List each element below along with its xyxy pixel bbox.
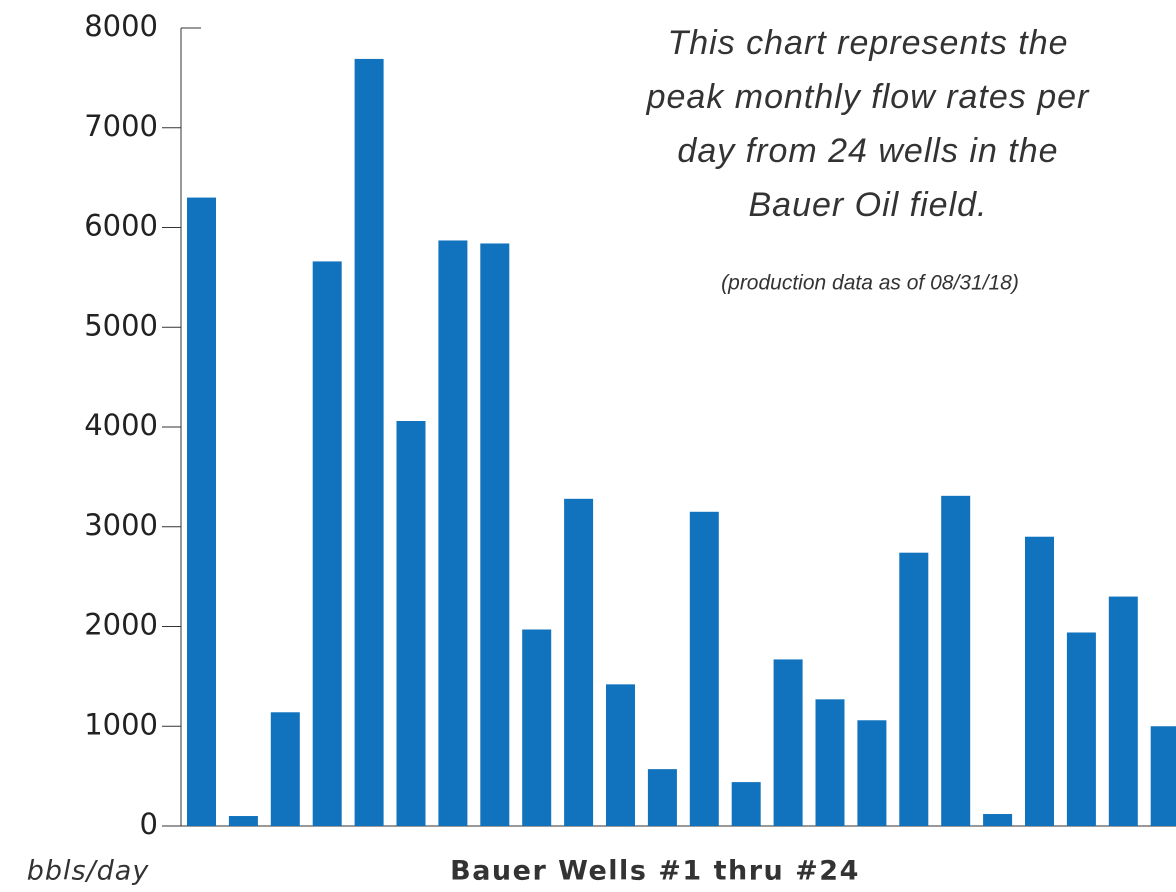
y-tick-label: 7000 xyxy=(84,109,158,143)
y-tick-label: 1000 xyxy=(84,707,158,741)
bar xyxy=(1025,536,1054,826)
bar xyxy=(899,552,929,826)
bar xyxy=(228,816,258,826)
bar xyxy=(522,629,552,826)
y-tick-label: 5000 xyxy=(84,308,158,342)
bar xyxy=(983,814,1013,826)
annotation-line: Bauer Oil field. xyxy=(749,186,988,224)
y-tick-label: 6000 xyxy=(84,209,158,243)
bar xyxy=(187,197,216,826)
bar xyxy=(438,240,468,826)
annotation-note: (production data as of 08/31/18) xyxy=(721,272,1019,295)
bar xyxy=(773,659,803,826)
y-tick-label: 2000 xyxy=(84,608,158,642)
bar xyxy=(606,684,635,826)
bar xyxy=(564,498,594,826)
annotation-line: day from 24 wells in the xyxy=(677,132,1058,170)
y-tick-label: 3000 xyxy=(84,508,158,542)
bar xyxy=(857,720,887,826)
bar xyxy=(1066,632,1096,826)
x-axis-label: Bauer Wells #1 thru #24 xyxy=(450,856,860,887)
y-tick-label: 0 xyxy=(140,807,158,841)
bar xyxy=(396,421,426,826)
bar xyxy=(647,769,677,826)
bar xyxy=(354,58,384,827)
bar xyxy=(815,699,845,826)
bar xyxy=(1150,726,1176,826)
y-tick-label: 8000 xyxy=(84,9,158,43)
bar xyxy=(270,712,300,826)
y-tick-label: 4000 xyxy=(84,408,158,442)
bar xyxy=(480,243,510,826)
annotation-line: peak monthly flow rates per xyxy=(646,78,1090,116)
annotation-line: This chart represents the xyxy=(667,24,1068,62)
bar xyxy=(941,495,971,826)
bar xyxy=(731,782,761,826)
y-axis-label: bbls/day xyxy=(27,856,150,887)
bar xyxy=(689,511,719,826)
bar xyxy=(1108,596,1138,826)
bar xyxy=(312,261,342,826)
